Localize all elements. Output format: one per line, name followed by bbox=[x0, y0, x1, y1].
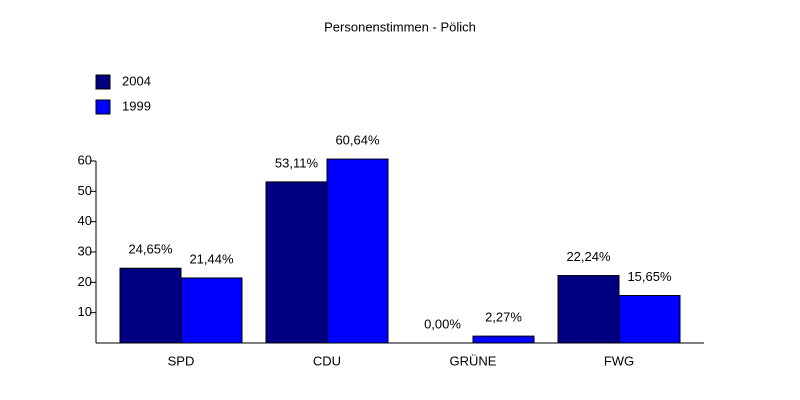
x-tick-label: GRÜNE bbox=[450, 353, 497, 368]
y-tick-label: 50 bbox=[78, 183, 92, 198]
value-label: 0,00% bbox=[424, 316, 461, 331]
legend-label: 1999 bbox=[122, 98, 151, 113]
x-tick-label: SPD bbox=[168, 353, 195, 368]
value-label: 22,24% bbox=[566, 249, 611, 264]
bar bbox=[326, 158, 389, 344]
bar bbox=[618, 295, 681, 344]
bar bbox=[557, 275, 620, 344]
y-tick-label: 10 bbox=[78, 304, 92, 319]
value-label: 21,44% bbox=[189, 251, 234, 266]
x-tick-label: FWG bbox=[604, 353, 634, 368]
y-tick-label: 40 bbox=[78, 213, 92, 228]
bar bbox=[119, 267, 182, 344]
bar bbox=[265, 181, 328, 344]
bar bbox=[472, 335, 535, 344]
y-tick-label: 60 bbox=[78, 152, 92, 167]
y-tick-label: 20 bbox=[78, 274, 92, 289]
legend-swatch bbox=[95, 99, 111, 115]
bar bbox=[180, 277, 243, 344]
value-label: 15,65% bbox=[627, 269, 672, 284]
x-tick-label: CDU bbox=[313, 353, 341, 368]
value-label: 53,11% bbox=[275, 155, 319, 170]
legend-label: 2004 bbox=[122, 73, 151, 88]
value-label: 2,27% bbox=[485, 310, 522, 325]
legend-swatch bbox=[95, 74, 111, 90]
value-label: 60,64% bbox=[335, 132, 380, 147]
y-tick-label: 30 bbox=[78, 243, 92, 258]
chart-title: Personenstimmen - Pölich bbox=[324, 19, 476, 34]
value-label: 24,65% bbox=[128, 242, 173, 257]
